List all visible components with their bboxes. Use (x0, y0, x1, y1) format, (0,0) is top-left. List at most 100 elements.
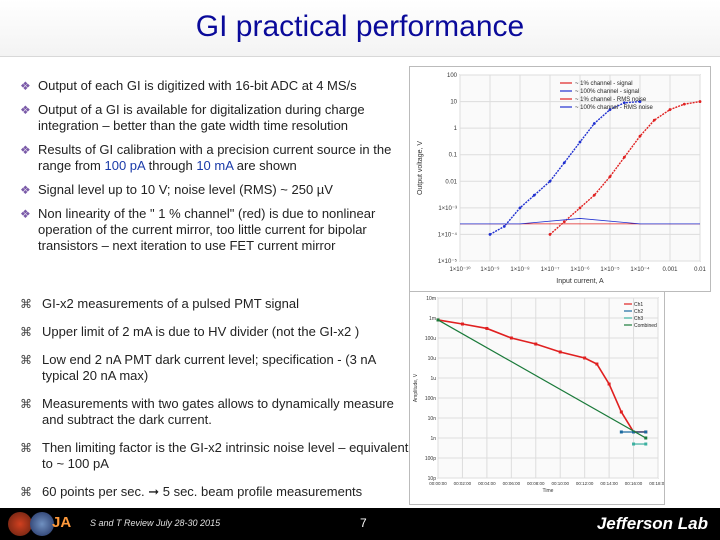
diamond-bullet-icon: ❖ (20, 143, 31, 157)
bullet-text: Upper limit of 2 mA is due to HV divider… (42, 324, 360, 339)
bullet-text: Results of GI calibration with a precisi… (38, 142, 392, 173)
doe-logo-icon (30, 512, 54, 536)
series-line (549, 100, 701, 235)
bullet-item: ❖ Signal level up to 10 V; noise level (… (20, 182, 412, 198)
y-tick-label: 0.01 (445, 179, 457, 185)
x-tick-label: 00:02:00 (454, 481, 472, 486)
bullet-item: ⌘ 60 points per sec. ➞ 5 sec. beam profi… (20, 484, 412, 500)
data-point (558, 350, 562, 354)
y-tick-label: 1×10⁻³ (438, 206, 457, 212)
bullet-item: ❖ Output of a GI is available for digita… (20, 102, 412, 134)
x-tick-label: 0.001 (662, 267, 678, 273)
data-point (509, 336, 513, 340)
data-point (488, 233, 492, 236)
series-line (437, 319, 647, 439)
bullet-text: Low end 2 nA PMT dark current level; spe… (42, 352, 376, 383)
bullet-item: ❖ Results of GI calibration with a preci… (20, 142, 412, 174)
y-tick-label: 10 (450, 100, 457, 106)
diamond-bullet-icon: ❖ (20, 183, 31, 197)
bullet-text: Then limiting factor is the GI-x2 intrin… (42, 440, 409, 471)
x-tick-label: 1×10⁻⁷ (541, 266, 560, 273)
data-point (562, 220, 566, 224)
data-point (485, 326, 489, 330)
jefferson-lab-logo: Jefferson Lab (596, 514, 708, 533)
data-point (548, 179, 552, 183)
x-tick-label: 1×10⁻¹⁰ (449, 266, 471, 273)
data-point (622, 101, 626, 105)
x-tick-label: 1×10⁻⁴ (630, 266, 650, 273)
x-tick-label: 00:10:00 (551, 481, 569, 486)
y-tick-label: 0.1 (449, 153, 458, 159)
x-tick-label: 1×10⁻⁹ (480, 266, 500, 273)
x-tick-label: 00:08:00 (527, 481, 545, 486)
data-point (578, 140, 582, 144)
data-point (682, 102, 686, 106)
data-point (619, 410, 623, 414)
command-bullet-icon: ⌘ (20, 397, 32, 411)
y-tick-label: 100u (425, 336, 436, 342)
data-point (592, 122, 596, 125)
calibration-chart: 1×10⁻¹⁰ 1×10⁻⁹ 1×10⁻⁸ 1×10⁻⁷ 1×10⁻⁶ 1×10⁻⁵ 1×1… (409, 66, 711, 292)
command-bullet-icon: ⌘ (20, 441, 32, 455)
bullet-text: Measurements with two gates allows to dy… (42, 396, 394, 427)
bullet-item: ⌘ GI-x2 measurements of a pulsed PMT sig… (20, 296, 412, 312)
legend-entry: ~ 100% channel - signal (575, 89, 639, 95)
y-tick-label: 1u (430, 376, 436, 382)
bullet-item: ⌘ Low end 2 nA PMT dark current level; s… (20, 352, 412, 384)
x-tick-label: 00:18:00 (649, 481, 664, 486)
bullet-list-top: ❖ Output of each GI is digitized with 16… (20, 78, 412, 262)
data-point (583, 356, 587, 360)
x-tick-label: 1×10⁻⁶ (570, 266, 590, 273)
diamond-bullet-icon: ❖ (20, 103, 31, 117)
y-tick-label: 1 (454, 126, 458, 132)
y-tick-label: 1n (430, 436, 436, 442)
y-tick-label: 10p (428, 476, 437, 482)
command-bullet-icon: ⌘ (20, 297, 32, 311)
pmt-signal-chart: 10m 1m 100u 10u 1u 100n 10n 1n 100p 10p 00:00:00 00… (409, 291, 667, 505)
title-band (0, 0, 720, 57)
series-line (437, 319, 646, 433)
slide-title: GI practical performance (195, 10, 525, 43)
data-point (638, 100, 642, 103)
y-tick-label: 100 (447, 73, 458, 79)
y-tick-label: 100p (425, 456, 436, 462)
legend-entry: Ch3 (634, 316, 643, 322)
x-tick-label: 1×10⁻⁸ (510, 266, 530, 273)
data-point (638, 134, 642, 138)
bullet-text: 60 points per sec. ➞ 5 sec. beam profile… (42, 484, 363, 499)
y-tick-label: 10u (428, 356, 437, 362)
data-point (578, 206, 582, 210)
y-tick-label: 10m (426, 296, 436, 302)
bullet-text: through (144, 158, 197, 173)
bullet-text: Output of each GI is digitized with 16-b… (38, 78, 357, 93)
data-point (548, 233, 552, 236)
x-tick-label: 00:00:00 (429, 481, 447, 486)
command-bullet-icon: ⌘ (20, 325, 32, 339)
legend-entry: ~ 1% channel - RMS noise (575, 97, 647, 103)
y-axis-label: Output voltage, V (417, 141, 424, 195)
data-point (632, 442, 636, 446)
data-point (698, 100, 702, 103)
highlight-value: 100 pA (104, 158, 145, 173)
data-point (607, 382, 611, 386)
page-number: 7 (360, 516, 367, 530)
x-tick-label: 0.01 (694, 267, 706, 273)
x-tick-label: 1×10⁻⁵ (600, 266, 620, 273)
y-tick-label: 100n (425, 396, 436, 402)
y-tick-label: 1×10⁻⁵ (438, 258, 458, 265)
data-point (534, 342, 538, 346)
bullet-text: Signal level up to 10 V; noise level (RM… (38, 182, 333, 197)
bullet-text: Non linearity of the " 1 % channel" (red… (38, 206, 376, 253)
x-tick-label: 00:06:00 (503, 481, 521, 486)
x-axis-label: Input current, A (556, 278, 604, 285)
calibration-chart-svg: 1×10⁻¹⁰ 1×10⁻⁹ 1×10⁻⁸ 1×10⁻⁷ 1×10⁻⁶ 1×10⁻⁵ 1×1… (417, 73, 706, 285)
legend-entry: Ch2 (634, 309, 643, 315)
data-point (595, 362, 599, 366)
x-tick-label: 00:04:00 (478, 481, 496, 486)
x-tick-label: 00:14:00 (600, 481, 618, 486)
data-point (562, 161, 566, 165)
data-point (644, 430, 648, 434)
y-tick-label: 1m (429, 316, 436, 322)
legend-entry: Combined (634, 323, 657, 329)
